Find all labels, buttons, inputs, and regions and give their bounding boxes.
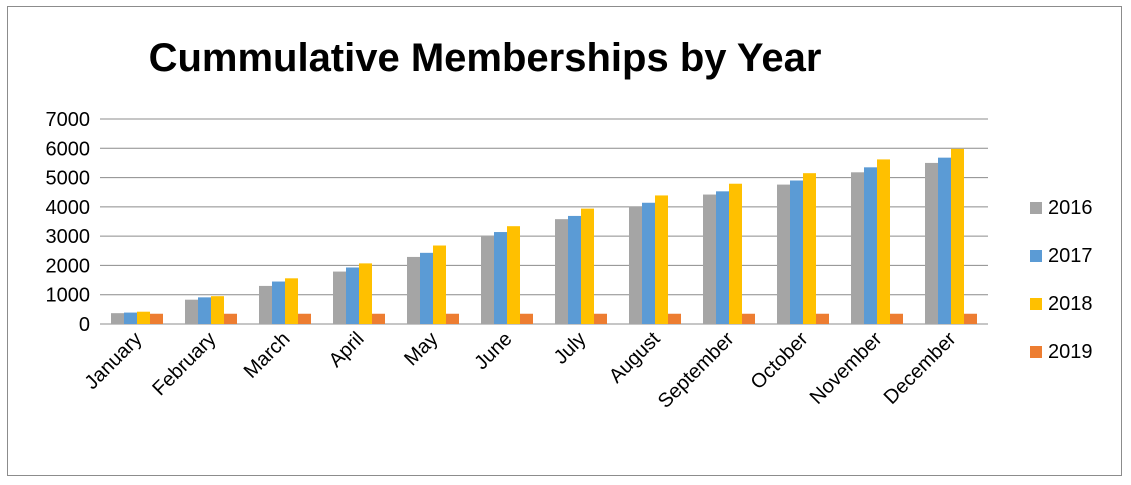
bar-2017-april (346, 267, 359, 324)
y-tick-label: 1000 (46, 285, 91, 307)
bar-2017-july (568, 215, 581, 324)
x-tick-label: January (81, 328, 147, 394)
bar-2019-april (372, 313, 385, 324)
bar-2019-may (446, 313, 459, 324)
bar-2018-december (951, 148, 964, 324)
legend: 2016 2017 2018 2019 (1030, 197, 1093, 363)
bar-2018-september (729, 183, 742, 324)
legend-swatch-2019 (1030, 346, 1042, 358)
bar-2016-february (185, 299, 198, 324)
bar-2018-march (285, 278, 298, 324)
bar-2017-september (716, 191, 729, 324)
legend-label-2016: 2016 (1048, 197, 1093, 219)
legend-swatch-2016 (1030, 202, 1042, 214)
y-axis-ticks: 0 1000 2000 3000 4000 5000 6000 7000 (46, 109, 91, 336)
bar-2017-march (272, 281, 285, 324)
chart-svg: Cummulative Memberships by Year 0 1000 200… (46, 36, 1093, 413)
bar-2017-december (938, 157, 951, 324)
bars (111, 148, 977, 324)
y-tick-label: 7000 (46, 109, 91, 131)
bar-2019-august (668, 313, 681, 324)
bar-2018-february (211, 296, 224, 324)
bar-2019-february (224, 313, 237, 324)
bar-2018-may (433, 245, 446, 324)
x-tick-label: December (880, 328, 961, 409)
x-tick-label: February (148, 328, 220, 400)
bar-2017-october (790, 180, 803, 324)
x-axis-ticks: January February March April May June July Augu… (81, 328, 961, 413)
bar-2016-january (111, 313, 124, 324)
y-tick-label: 6000 (46, 138, 91, 160)
bar-2017-june (494, 232, 507, 324)
x-tick-label: June (470, 328, 516, 374)
x-tick-label: July (550, 328, 591, 369)
x-tick-label: May (400, 328, 442, 370)
x-tick-label: March (240, 328, 295, 383)
gridlines (100, 118, 988, 325)
bar-2019-december (964, 313, 977, 324)
bar-2017-november (864, 167, 877, 324)
bar-2019-september (742, 313, 755, 324)
y-tick-label: 0 (79, 314, 90, 336)
bar-2019-october (816, 313, 829, 324)
bar-2016-september (703, 194, 716, 324)
bar-2018-november (877, 159, 890, 324)
bar-2019-january (150, 313, 163, 324)
bar-2017-january (124, 312, 137, 324)
chart-title: Cummulative Memberships by Year (149, 36, 822, 80)
y-tick-label: 4000 (46, 197, 91, 219)
bar-2016-april (333, 271, 346, 324)
bar-2017-august (642, 202, 655, 324)
legend-label-2019: 2019 (1048, 341, 1093, 363)
chart-frame: Cummulative Memberships by Year 0 1000 200… (7, 6, 1122, 476)
bar-2016-june (481, 235, 494, 324)
bar-2016-july (555, 219, 568, 324)
bar-2018-june (507, 226, 520, 324)
y-tick-label: 5000 (46, 168, 91, 190)
legend-swatch-2017 (1030, 250, 1042, 262)
bar-2017-february (198, 297, 211, 324)
bar-2018-october (803, 173, 816, 324)
bar-2018-april (359, 263, 372, 324)
bar-2018-july (581, 208, 594, 324)
y-tick-label: 2000 (46, 255, 91, 277)
x-tick-label: April (325, 328, 369, 372)
bar-2016-november (851, 172, 864, 324)
bar-2016-august (629, 206, 642, 324)
bar-2018-august (655, 195, 668, 324)
bar-2017-may (420, 252, 433, 324)
x-tick-label: October (747, 328, 813, 394)
bar-2019-july (594, 313, 607, 324)
x-tick-label: August (605, 328, 665, 388)
x-tick-label: November (806, 328, 887, 409)
bar-2018-january (137, 311, 150, 324)
legend-swatch-2018 (1030, 298, 1042, 310)
legend-label-2018: 2018 (1048, 293, 1093, 315)
bar-2016-december (925, 162, 938, 324)
bar-2016-october (777, 184, 790, 324)
bar-2016-march (259, 285, 272, 324)
bar-2016-may (407, 256, 420, 324)
x-tick-label: September (654, 328, 739, 413)
bar-2019-june (520, 313, 533, 324)
bar-2019-november (890, 313, 903, 324)
bar-2019-march (298, 313, 311, 324)
legend-label-2017: 2017 (1048, 245, 1093, 267)
y-tick-label: 3000 (46, 226, 91, 248)
